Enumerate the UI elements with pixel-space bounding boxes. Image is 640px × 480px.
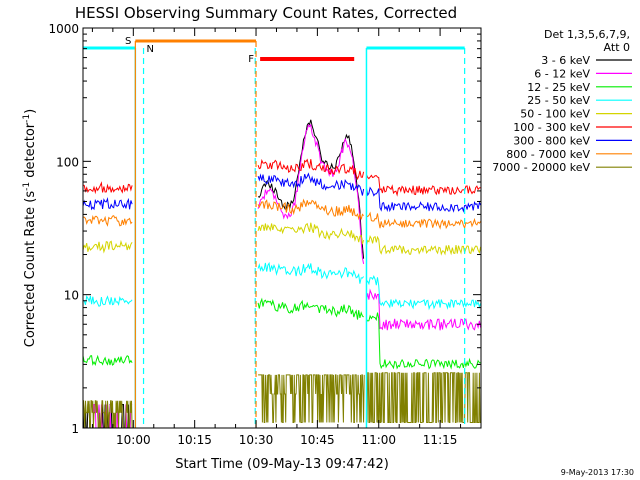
legend-label: 12 - 25 keV: [527, 81, 590, 94]
legend-label: 100 - 300 keV: [513, 121, 590, 134]
y-axis-label-main: Corrected Count Rate (s: [23, 191, 38, 348]
legend-label: 3 - 6 keV: [541, 54, 590, 67]
y-axis-label-exp1: -1: [22, 182, 32, 191]
x-tick-label: 11:15: [423, 433, 458, 447]
y-axis-label: Corrected Count Rate (s-1 detector-1): [22, 109, 38, 347]
y-tick-label: 10: [64, 289, 79, 303]
annotation-layer: N S F: [83, 36, 466, 428]
series-line: [83, 222, 481, 256]
y-tick-label: 1: [71, 422, 79, 436]
series-line: [83, 261, 481, 311]
legend-label: 7000 - 20000 keV: [492, 161, 590, 174]
x-tick-label: 10:30: [239, 433, 274, 447]
series-line: [83, 372, 481, 428]
flare-flag-label: F: [248, 54, 254, 65]
x-tick-label: 10:45: [300, 433, 335, 447]
y-axis-label-mid: detector: [23, 122, 38, 182]
series-line: [83, 198, 481, 230]
x-tick-label: 11:00: [361, 433, 396, 447]
legend-label: 300 - 800 keV: [513, 134, 590, 147]
y-tick-label: 1000: [48, 22, 79, 36]
legend-header-1: Det 1,3,5,6,7,9,: [544, 28, 630, 41]
series-layer: [83, 119, 481, 428]
x-axis: 10:00 10:15 10:30 10:45 11:00 11:15: [91, 28, 482, 447]
flag-label: S: [125, 36, 131, 47]
y-axis-label-exp2: -1: [22, 114, 32, 123]
timestamp: 9-May-2013 17:30: [561, 468, 634, 477]
legend-label: 6 - 12 keV: [534, 67, 590, 80]
x-tick-label: 10:15: [177, 433, 212, 447]
series-line: [83, 158, 481, 197]
series-line: [83, 172, 481, 213]
night-marker-label: N: [147, 44, 154, 55]
chart-title: HESSI Observing Summary Count Rates, Cor…: [75, 4, 457, 22]
legend-label: 25 - 50 keV: [527, 94, 590, 107]
x-tick-label: 10:00: [116, 433, 151, 447]
y-axis-label-end: ): [23, 109, 38, 114]
legend-label: 800 - 7000 keV: [506, 148, 590, 161]
y-axis: 1 10 100 1000: [48, 22, 481, 436]
y-tick-label: 100: [56, 155, 79, 169]
plot-frame: [82, 27, 482, 429]
legend-label: 50 - 100 keV: [520, 108, 590, 121]
legend-header-2: Att 0: [604, 41, 630, 54]
series-line: [83, 297, 481, 370]
x-axis-label: Start Time (09-May-13 09:47:42): [175, 457, 389, 472]
series-line: [92, 123, 481, 428]
